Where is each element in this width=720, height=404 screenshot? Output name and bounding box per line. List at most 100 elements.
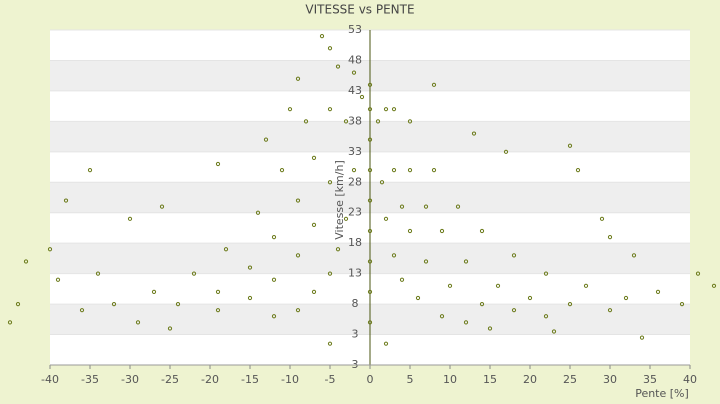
point xyxy=(391,107,397,112)
point xyxy=(367,107,373,112)
y-tick-label: 23 xyxy=(348,206,362,219)
y-tick-label: 8 xyxy=(352,297,359,310)
point xyxy=(95,271,101,276)
point xyxy=(271,277,277,282)
point xyxy=(415,295,421,301)
point xyxy=(711,283,717,288)
x-tick-label: 25 xyxy=(563,373,577,386)
point xyxy=(511,253,517,258)
point xyxy=(327,271,333,276)
point xyxy=(599,216,605,221)
point xyxy=(495,283,501,288)
point xyxy=(135,320,141,325)
point xyxy=(407,167,413,173)
point xyxy=(439,228,445,234)
point xyxy=(23,259,29,264)
point xyxy=(271,234,277,240)
point xyxy=(311,222,317,228)
point xyxy=(271,314,277,319)
point xyxy=(367,289,373,295)
point xyxy=(383,341,389,346)
point xyxy=(463,320,469,325)
point xyxy=(623,295,629,301)
point xyxy=(463,259,469,264)
point xyxy=(455,204,461,209)
point xyxy=(391,253,397,258)
point xyxy=(359,94,365,100)
point xyxy=(319,33,325,39)
point xyxy=(351,167,357,173)
point xyxy=(343,216,349,221)
point xyxy=(287,107,293,112)
point xyxy=(327,341,333,346)
x-tick-label: -35 xyxy=(81,373,99,386)
point xyxy=(295,253,301,258)
point xyxy=(295,308,301,313)
point xyxy=(351,70,357,75)
x-tick-label: -20 xyxy=(201,373,219,386)
y-tick-label: 38 xyxy=(348,114,362,127)
point xyxy=(311,289,317,295)
point xyxy=(679,301,685,307)
point xyxy=(639,335,645,340)
point xyxy=(407,228,413,234)
point xyxy=(47,247,53,252)
point xyxy=(447,283,453,288)
point xyxy=(367,320,373,325)
x-axis-title: Pente [%] xyxy=(635,387,689,400)
point xyxy=(407,119,413,124)
y-tick-label: 43 xyxy=(348,84,362,97)
x-tick-label: -30 xyxy=(121,373,139,386)
x-tick-label: -25 xyxy=(161,373,179,386)
point xyxy=(327,180,333,185)
y-tick-label: 53 xyxy=(348,23,362,36)
point xyxy=(367,167,373,173)
point xyxy=(367,137,373,142)
point xyxy=(335,64,341,69)
point xyxy=(631,253,637,258)
point xyxy=(367,82,373,87)
point xyxy=(127,216,133,221)
point xyxy=(303,119,309,124)
point xyxy=(151,289,157,295)
x-tick-label: 40 xyxy=(683,373,697,386)
point xyxy=(479,228,485,234)
point xyxy=(543,314,549,319)
point xyxy=(223,247,229,252)
point xyxy=(367,198,373,203)
x-tick-label: -5 xyxy=(325,373,336,386)
point xyxy=(63,198,69,203)
point xyxy=(439,314,445,319)
point xyxy=(479,301,485,307)
x-tick-label: -10 xyxy=(281,373,299,386)
point xyxy=(295,198,301,203)
y-tick-label: 18 xyxy=(348,236,362,249)
x-tick-label: -40 xyxy=(41,373,59,386)
point xyxy=(543,271,549,276)
point xyxy=(607,308,613,313)
point xyxy=(15,301,21,307)
point xyxy=(311,155,317,161)
point xyxy=(383,216,389,221)
point xyxy=(487,326,493,331)
point xyxy=(655,289,661,295)
y-axis-title: Vitesse [km/h] xyxy=(333,160,346,240)
x-tick-label: -15 xyxy=(241,373,259,386)
point xyxy=(511,308,517,313)
point xyxy=(7,320,13,325)
point xyxy=(431,82,437,87)
point xyxy=(247,295,253,301)
point xyxy=(367,228,373,234)
point xyxy=(423,204,429,209)
point xyxy=(335,247,341,252)
y-tick-label: 3 xyxy=(352,328,359,341)
point xyxy=(215,161,221,167)
point xyxy=(503,149,509,154)
point xyxy=(327,46,333,51)
point xyxy=(167,326,173,331)
x-tick-label: 5 xyxy=(407,373,414,386)
point xyxy=(295,76,301,81)
point xyxy=(695,271,701,276)
point xyxy=(423,259,429,264)
